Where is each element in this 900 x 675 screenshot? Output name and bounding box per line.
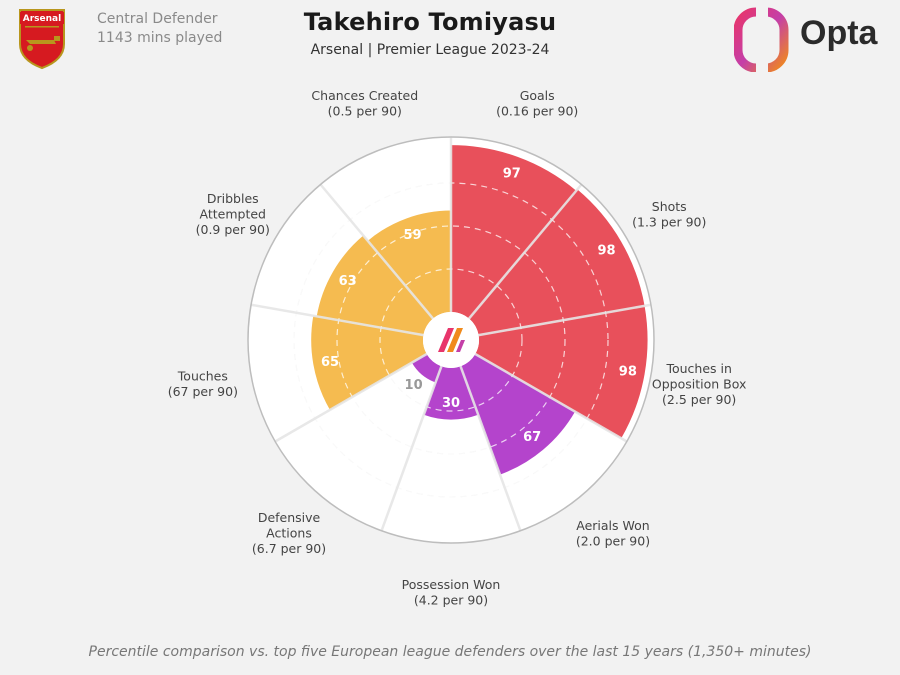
category-label: Defensive Actions (6.7 per 90) (252, 510, 326, 556)
crest-text: Arsenal (23, 14, 61, 24)
spoke (474, 352, 628, 443)
minutes-played: 1143 mins played (97, 30, 223, 46)
spoke (459, 365, 522, 532)
value-label: 97 (503, 166, 521, 181)
arsenal-crest-icon: Arsenal (19, 9, 65, 70)
bar-dribbles-attempted (316, 235, 434, 336)
value-label: 98 (619, 365, 637, 380)
bar-touches (311, 315, 427, 410)
value-label: 59 (403, 228, 421, 243)
bar-shots (468, 189, 645, 336)
radar-bars (311, 145, 648, 475)
category-label: Dribbles Attempted (0.9 per 90) (196, 191, 270, 237)
category-label: Goals (0.16 per 90) (496, 88, 578, 119)
value-label: 65 (321, 355, 339, 370)
value-label: 63 (339, 274, 357, 289)
chart-subtitle: Arsenal | Premier League 2023-24 (310, 42, 550, 58)
category-label: Touches in Opposition Box (2.5 per 90) (652, 361, 747, 407)
spoke (250, 303, 424, 337)
grid-ring (336, 225, 566, 455)
player-name: Takehiro Tomiyasu (303, 8, 557, 36)
opta-wordmark: Opta (800, 14, 878, 52)
value-label: 67 (523, 430, 541, 445)
player-meta: Central Defender 1143 mins played (97, 10, 222, 48)
bar-touches-in-opposition-box (475, 305, 648, 439)
center-disc (423, 312, 479, 368)
opta-logo-icon (734, 6, 789, 72)
bar-defensive-actions (411, 354, 442, 383)
spoke (468, 183, 583, 320)
category-label: Touches (67 per 90) (168, 369, 238, 400)
spoke (319, 183, 434, 320)
radar-grid (247, 136, 655, 544)
opta-mark-icon (438, 328, 465, 352)
bar-goals (451, 145, 577, 319)
value-label: 10 (405, 378, 423, 393)
category-label: Shots (1.3 per 90) (632, 199, 706, 230)
radar-labels: Goals (0.16 per 90) Shots (1.3 per 90) Touch… (168, 88, 747, 607)
player-position: Central Defender (97, 11, 218, 27)
category-label: Chances Created (0.5 per 90) (311, 88, 418, 119)
footnote: Percentile comparison vs. top five Europ… (88, 644, 812, 660)
radar-value-labels: 97 98 98 67 30 10 65 63 59 (321, 166, 637, 445)
category-label: Aerials Won (2.0 per 90) (576, 518, 650, 549)
bar-chances-created (367, 210, 451, 319)
spoke (274, 352, 428, 443)
value-label: 30 (442, 396, 460, 411)
title-block: Takehiro Tomiyasu Arsenal | Premier Leag… (0, 8, 900, 58)
spoke (478, 303, 652, 337)
category-label: Possession Won (4.2 per 90) (402, 577, 501, 608)
outer-ring (247, 136, 655, 544)
spoke (380, 365, 443, 532)
radar-center (423, 312, 479, 368)
value-label: 98 (597, 244, 615, 259)
